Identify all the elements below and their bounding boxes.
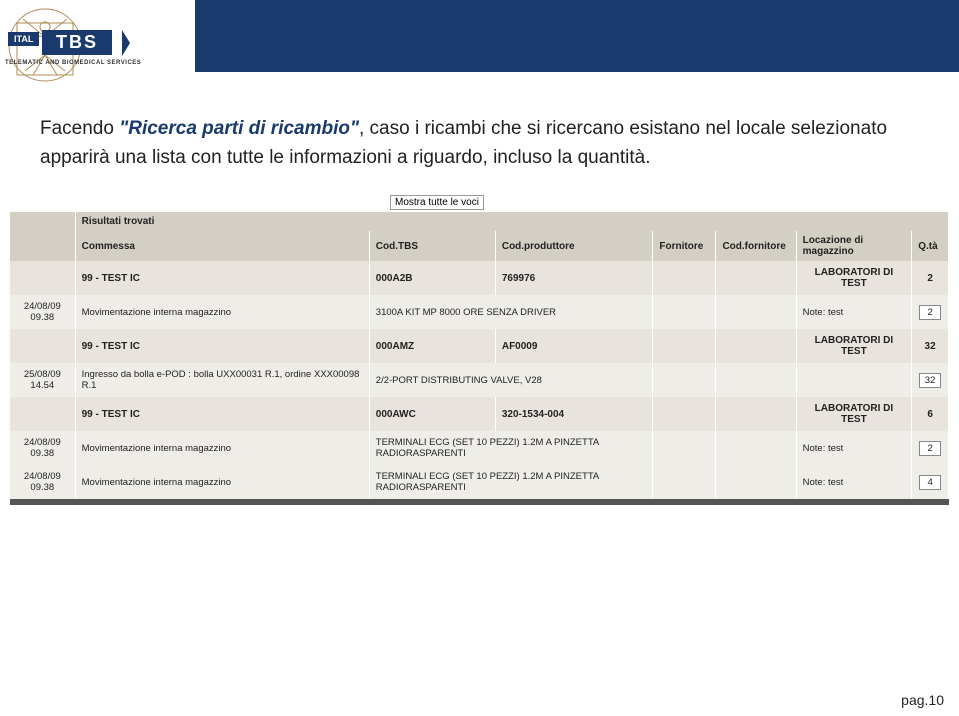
- cell-mov: Ingresso da bolla e-POD : bolla UXX00031…: [75, 363, 369, 397]
- cell-codprod: 769976: [495, 261, 653, 295]
- detail-row: 24/08/09 09.38Movimentazione interna mag…: [10, 465, 949, 499]
- cell-codtbs: 000A2B: [369, 261, 495, 295]
- col-codtbs: Cod.TBS: [369, 231, 495, 261]
- cell-detail-q: 32: [912, 363, 949, 397]
- cell-desc: 2/2-PORT DISTRIBUTING VALVE, V28: [369, 363, 653, 397]
- tbs-badge: TBS: [42, 30, 112, 55]
- cell-qta: 2: [912, 261, 949, 295]
- cell-loc: LABORATORI DI TEST: [796, 261, 912, 295]
- col-codforn: Cod.fornitore: [716, 231, 796, 261]
- col-codprod: Cod.produttore: [495, 231, 653, 261]
- logo-subtitle: TELEMATIC AND BIOMEDICAL SERVICES: [5, 60, 141, 66]
- intro-quote: "Ricerca parti di ricambio": [119, 118, 359, 139]
- table-shadow: [10, 499, 949, 505]
- show-all-button[interactable]: Mostra tutte le voci: [390, 195, 484, 210]
- cell-date: 24/08/09 09.38: [10, 465, 75, 499]
- cell-mov: Movimentazione interna magazzino: [75, 295, 369, 329]
- page-number: pag.10: [901, 692, 944, 708]
- cell-commessa: 99 - TEST IC: [75, 397, 369, 431]
- tbs-corner: [122, 30, 130, 56]
- cell-detail-q: 4: [912, 465, 949, 499]
- cell-detail-q: 2: [912, 431, 949, 465]
- cell-mov: Movimentazione interna magazzino: [75, 431, 369, 465]
- cell-detail-q: 2: [912, 295, 949, 329]
- cell-codtbs: 000AMZ: [369, 329, 495, 363]
- cell-codtbs: 000AWC: [369, 397, 495, 431]
- results-header-row: Risultati trovati: [10, 212, 949, 231]
- title-bar: [195, 0, 959, 72]
- cell-note: Note: test: [796, 431, 912, 465]
- cell-note: Note: test: [796, 295, 912, 329]
- col-qta: Q.tà: [912, 231, 949, 261]
- item-row: 99 - TEST IC000A2B769976 LABORATORI DI TE…: [10, 261, 949, 295]
- columns-header-row: Commessa Cod.TBS Cod.produttore Fornitor…: [10, 231, 949, 261]
- intro-text: Facendo "Ricerca parti di ricambio", cas…: [0, 85, 959, 192]
- detail-row: 24/08/09 09.38Movimentazione interna mag…: [10, 431, 949, 465]
- item-row: 99 - TEST IC000AMZAF0009 LABORATORI DI TE…: [10, 329, 949, 363]
- cell-qta: 6: [912, 397, 949, 431]
- cell-date: 24/08/09 09.38: [10, 431, 75, 465]
- cell-date: 25/08/09 14.54: [10, 363, 75, 397]
- cell-note: Note: test: [796, 465, 912, 499]
- cell-mov: Movimentazione interna magazzino: [75, 465, 369, 499]
- cell-codprod: 320-1534-004: [495, 397, 653, 431]
- col-fornitore: Fornitore: [653, 231, 716, 261]
- logo-area: ITAL TBS TELEMATIC AND BIOMEDICAL SERVIC…: [0, 0, 195, 85]
- cell-date: 24/08/09 09.38: [10, 295, 75, 329]
- results-label: Risultati trovati: [75, 212, 948, 231]
- cell-note: [796, 363, 912, 397]
- results-table: Risultati trovati Commessa Cod.TBS Cod.p…: [10, 212, 949, 499]
- results-table-wrap: Mostra tutte le voci Risultati trovati C…: [0, 192, 959, 505]
- cell-desc: 3100A KIT MP 8000 ORE SENZA DRIVER: [369, 295, 653, 329]
- intro-p1a: Facendo: [40, 118, 119, 139]
- col-commessa: Commessa: [75, 231, 369, 261]
- cell-codprod: AF0009: [495, 329, 653, 363]
- cell-qta: 32: [912, 329, 949, 363]
- detail-row: 24/08/09 09.38Movimentazione interna mag…: [10, 295, 949, 329]
- col-loc: Locazione di magazzino: [796, 231, 912, 261]
- detail-row: 25/08/09 14.54Ingresso da bolla e-POD : …: [10, 363, 949, 397]
- item-row: 99 - TEST IC000AWC320-1534-004 LABORATORI…: [10, 397, 949, 431]
- cell-desc: TERMINALI ECG (SET 10 PEZZI) 1.2M A PINZ…: [369, 431, 653, 465]
- cell-loc: LABORATORI DI TEST: [796, 329, 912, 363]
- cell-desc: TERMINALI ECG (SET 10 PEZZI) 1.2M A PINZ…: [369, 465, 653, 499]
- cell-commessa: 99 - TEST IC: [75, 329, 369, 363]
- cell-loc: LABORATORI DI TEST: [796, 397, 912, 431]
- header: ITAL TBS TELEMATIC AND BIOMEDICAL SERVIC…: [0, 0, 959, 85]
- cell-commessa: 99 - TEST IC: [75, 261, 369, 295]
- ital-badge: ITAL: [8, 32, 39, 46]
